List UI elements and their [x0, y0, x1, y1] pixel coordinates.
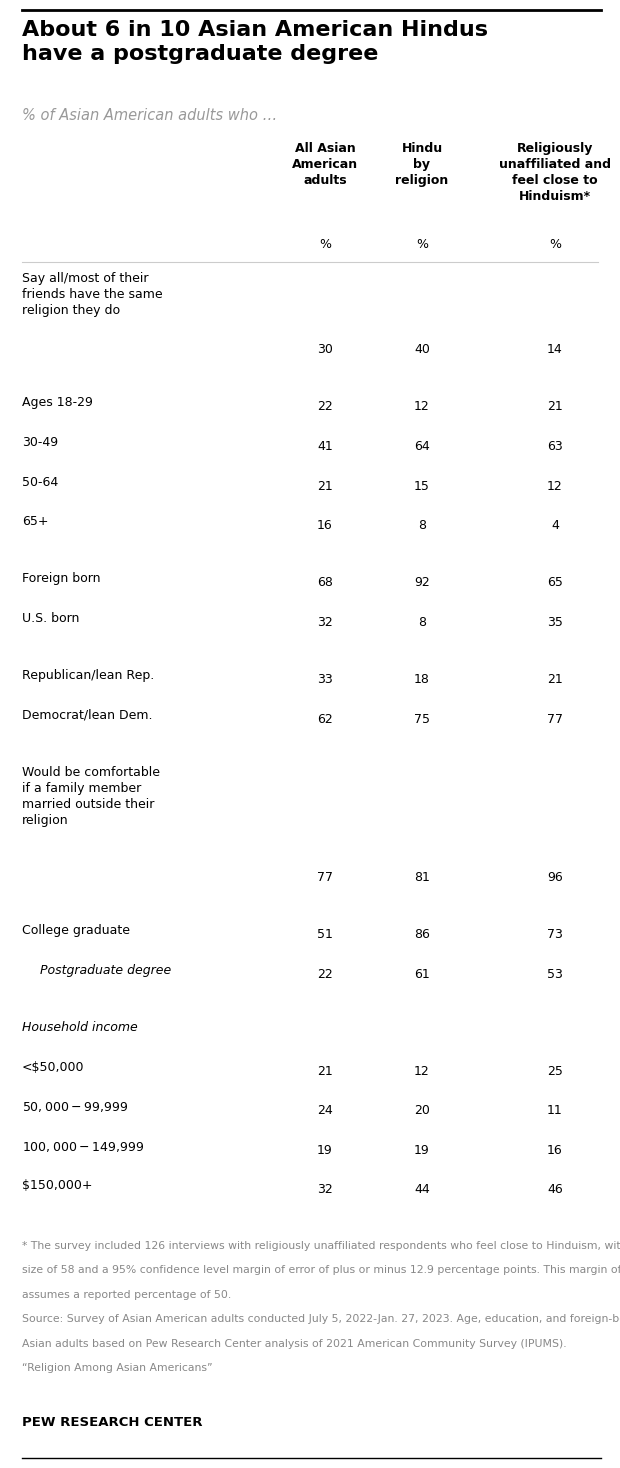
- Text: % of Asian American adults who …: % of Asian American adults who …: [22, 109, 277, 123]
- Text: 61: 61: [414, 967, 430, 981]
- Text: 24: 24: [317, 1104, 333, 1117]
- Text: 75: 75: [414, 713, 430, 727]
- Text: 16: 16: [317, 520, 333, 531]
- Text: 21: 21: [317, 1064, 333, 1078]
- Text: 12: 12: [414, 401, 430, 414]
- Text: 18: 18: [414, 674, 430, 687]
- Text: 41: 41: [317, 440, 333, 454]
- Text: Say all/most of their
friends have the same
religion they do: Say all/most of their friends have the s…: [22, 272, 162, 317]
- Text: 20: 20: [414, 1104, 430, 1117]
- Text: %: %: [416, 238, 428, 251]
- Text: 63: 63: [547, 440, 563, 454]
- Text: 64: 64: [414, 440, 430, 454]
- Text: 53: 53: [547, 967, 563, 981]
- Text: $50,000-$99,999: $50,000-$99,999: [22, 1101, 128, 1114]
- Text: PEW RESEARCH CENTER: PEW RESEARCH CENTER: [22, 1417, 203, 1428]
- Text: 30: 30: [317, 344, 333, 357]
- Text: 62: 62: [317, 713, 333, 727]
- Text: 65: 65: [547, 577, 563, 590]
- Text: 32: 32: [317, 1183, 333, 1196]
- Text: Foreign born: Foreign born: [22, 573, 100, 586]
- Text: 35: 35: [547, 617, 563, 628]
- Text: Household income: Household income: [22, 1022, 138, 1035]
- Text: 16: 16: [547, 1144, 563, 1157]
- Text: 25: 25: [547, 1064, 563, 1078]
- Text: 8: 8: [418, 520, 426, 531]
- Text: 4: 4: [551, 520, 559, 531]
- Text: All Asian
American
adults: All Asian American adults: [292, 142, 358, 186]
- Text: 50-64: 50-64: [22, 476, 58, 489]
- Text: 73: 73: [547, 928, 563, 941]
- Text: 77: 77: [317, 871, 333, 884]
- Text: 11: 11: [547, 1104, 563, 1117]
- Text: 22: 22: [317, 967, 333, 981]
- Text: 8: 8: [418, 617, 426, 628]
- Text: Would be comfortable
if a family member
married outside their
religion: Would be comfortable if a family member …: [22, 766, 160, 828]
- Text: 12: 12: [414, 1064, 430, 1078]
- Text: <$50,000: <$50,000: [22, 1061, 84, 1075]
- Text: Hindu
by
religion: Hindu by religion: [396, 142, 449, 186]
- Text: 96: 96: [547, 871, 563, 884]
- Text: College graduate: College graduate: [22, 925, 130, 938]
- Text: 21: 21: [547, 674, 563, 687]
- Text: 22: 22: [317, 401, 333, 414]
- Text: 14: 14: [547, 344, 563, 357]
- Text: About 6 in 10 Asian American Hindus
have a postgraduate degree: About 6 in 10 Asian American Hindus have…: [22, 21, 488, 65]
- Text: 68: 68: [317, 577, 333, 590]
- Text: %: %: [549, 238, 561, 251]
- Text: 86: 86: [414, 928, 430, 941]
- Text: Asian adults based on Pew Research Center analysis of 2021 American Community Su: Asian adults based on Pew Research Cente…: [22, 1339, 567, 1349]
- Text: U.S. born: U.S. born: [22, 612, 79, 625]
- Text: 33: 33: [317, 674, 333, 687]
- Text: 30-49: 30-49: [22, 436, 58, 449]
- Text: $150,000+: $150,000+: [22, 1179, 92, 1192]
- Text: 65+: 65+: [22, 515, 48, 528]
- Text: 21: 21: [547, 401, 563, 414]
- Text: size of 58 and a 95% confidence level margin of error of plus or minus 12.9 perc: size of 58 and a 95% confidence level ma…: [22, 1265, 620, 1276]
- Text: Postgraduate degree: Postgraduate degree: [40, 964, 171, 978]
- Text: $100,000-$149,999: $100,000-$149,999: [22, 1141, 144, 1154]
- Text: 77: 77: [547, 713, 563, 727]
- Text: 32: 32: [317, 617, 333, 628]
- Text: Democrat/lean Dem.: Democrat/lean Dem.: [22, 709, 153, 722]
- Text: %: %: [319, 238, 331, 251]
- Text: Source: Survey of Asian American adults conducted July 5, 2022-Jan. 27, 2023. Ag: Source: Survey of Asian American adults …: [22, 1314, 620, 1324]
- Text: 21: 21: [317, 480, 333, 492]
- Text: 15: 15: [414, 480, 430, 492]
- Text: 46: 46: [547, 1183, 563, 1196]
- Text: 19: 19: [317, 1144, 333, 1157]
- Text: assumes a reported percentage of 50.: assumes a reported percentage of 50.: [22, 1290, 231, 1301]
- Text: 81: 81: [414, 871, 430, 884]
- Text: 51: 51: [317, 928, 333, 941]
- Text: Republican/lean Rep.: Republican/lean Rep.: [22, 669, 154, 683]
- Text: 12: 12: [547, 480, 563, 492]
- Text: 19: 19: [414, 1144, 430, 1157]
- Text: * The survey included 126 interviews with religiously unaffiliated respondents w: * The survey included 126 interviews wit…: [22, 1240, 620, 1251]
- Text: Ages 18-29: Ages 18-29: [22, 396, 93, 410]
- Text: 44: 44: [414, 1183, 430, 1196]
- Text: 92: 92: [414, 577, 430, 590]
- Text: “Religion Among Asian Americans”: “Religion Among Asian Americans”: [22, 1364, 213, 1374]
- Text: Religiously
unaffiliated and
feel close to
Hinduism*: Religiously unaffiliated and feel close …: [499, 142, 611, 203]
- Text: 40: 40: [414, 344, 430, 357]
